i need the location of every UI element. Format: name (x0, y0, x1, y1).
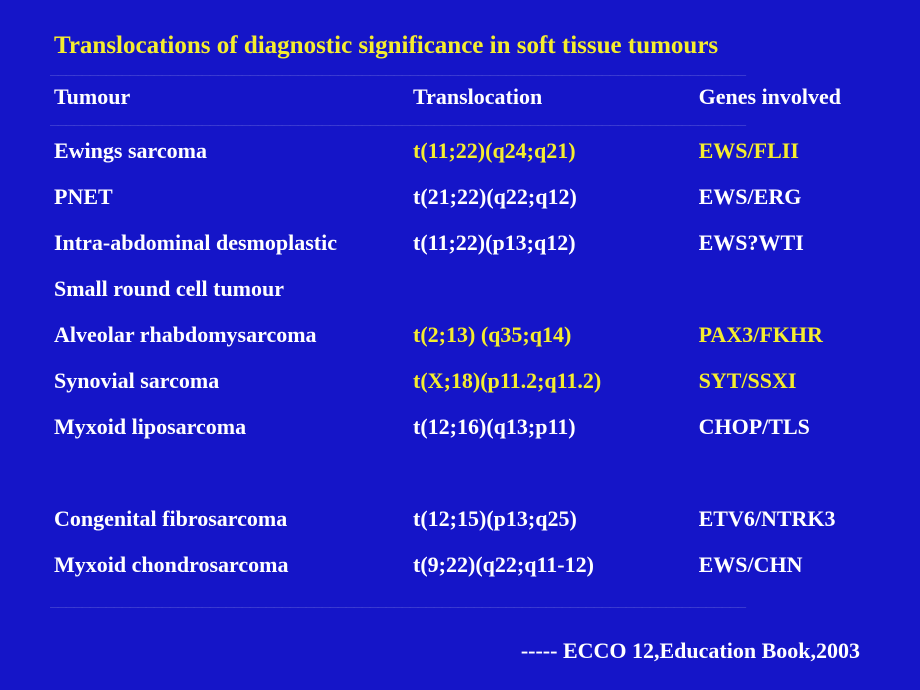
table-row: PNET t(21;22)(q22;q12) EWS/ERG (50, 182, 870, 228)
cell-tumour: Alveolar rhabdomysarcoma (54, 322, 413, 347)
cell-tumour: PNET (54, 184, 413, 209)
divider-mid: ________________________________________… (50, 116, 870, 126)
table-row: Ewings sarcoma t(11;22)(q24;q21) EWS/FLI… (50, 136, 870, 182)
table-body: Ewings sarcoma t(11;22)(q24;q21) EWS/FLI… (50, 128, 870, 596)
table-row: Alveolar rhabdomysarcoma t(2;13) (q35;q1… (50, 320, 870, 366)
table-row: Small round cell tumour (50, 274, 870, 320)
col-header-translocation: Translocation (413, 84, 699, 110)
cell-genes: PAX3/FKHR (699, 322, 870, 347)
cell-tumour: Myxoid chondrosarcoma (54, 552, 413, 577)
slide: Translocations of diagnostic significanc… (0, 0, 920, 690)
cell-translocation: t(12;16)(q13;p11) (413, 414, 699, 439)
cell-translocation: t(X;18)(p11.2;q11.2) (413, 368, 699, 393)
cell-genes: EWS/FLII (699, 138, 870, 163)
col-header-tumour: Tumour (54, 84, 413, 110)
cell-tumour: Ewings sarcoma (54, 138, 413, 163)
cell-tumour: Myxoid liposarcoma (54, 414, 413, 439)
cell-tumour: Small round cell tumour (54, 276, 413, 301)
cell-genes: ETV6/NTRK3 (699, 506, 870, 531)
cell-genes: SYT/SSXI (699, 368, 870, 393)
table-header-row: Tumour Translocation Genes involved (50, 78, 870, 114)
cell-tumour: Synovial sarcoma (54, 368, 413, 393)
table-row (50, 458, 870, 504)
cell-translocation: t(11;22)(q24;q21) (413, 138, 699, 163)
table-row: Synovial sarcoma t(X;18)(p11.2;q11.2) SY… (50, 366, 870, 412)
table-row: Congenital fibrosarcoma t(12;15)(p13;q25… (50, 504, 870, 550)
cell-genes: EWS/CHN (699, 552, 870, 577)
source-citation: ----- ECCO 12,Education Book,2003 (521, 638, 860, 664)
cell-tumour: Congenital fibrosarcoma (54, 506, 413, 531)
divider-top: ________________________________________… (50, 66, 870, 76)
cell-genes: EWS?WTI (699, 230, 870, 255)
cell-translocation: t(21;22)(q22;q12) (413, 184, 699, 209)
cell-translocation: t(9;22)(q22;q11-12) (413, 552, 699, 577)
cell-translocation: t(12;15)(p13;q25) (413, 506, 699, 531)
cell-genes: EWS/ERG (699, 184, 870, 209)
table-row: Intra-abdominal desmoplastic t(11;22)(p1… (50, 228, 870, 274)
cell-genes: CHOP/TLS (699, 414, 870, 439)
cell-translocation: t(2;13) (q35;q14) (413, 322, 699, 347)
table-row: Myxoid chondrosarcoma t(9;22)(q22;q11-12… (50, 550, 870, 596)
divider-bottom: ________________________________________… (50, 598, 870, 608)
slide-title: Translocations of diagnostic significanc… (54, 32, 870, 60)
cell-tumour: Intra-abdominal desmoplastic (54, 230, 413, 255)
col-header-genes: Genes involved (699, 84, 870, 110)
table-row: Myxoid liposarcoma t(12;16)(q13;p11) CHO… (50, 412, 870, 458)
cell-translocation: t(11;22)(p13;q12) (413, 230, 699, 255)
